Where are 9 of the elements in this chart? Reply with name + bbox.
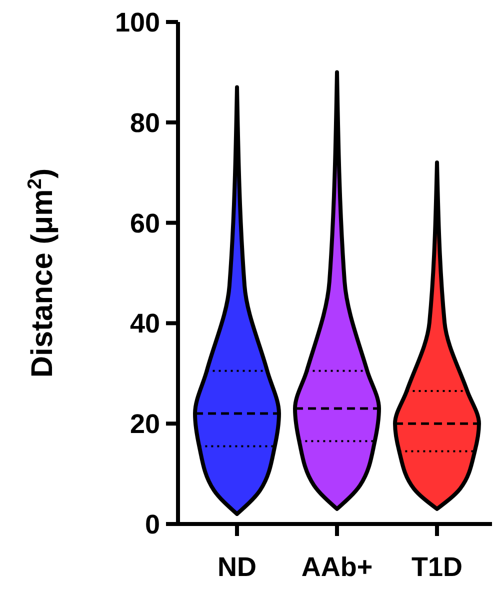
y-tick-label: 20 (130, 409, 160, 440)
x-tick-label: T1D (411, 552, 463, 582)
y-tick-label: 0 (144, 509, 160, 540)
y-tick-label: 60 (130, 208, 160, 238)
y-tick-label: 40 (130, 308, 160, 339)
y-tick-label: 80 (130, 108, 160, 138)
x-tick-label: ND (218, 552, 256, 582)
y-tick-label: 100 (114, 7, 160, 38)
x-tick-label: AAb+ (301, 552, 373, 582)
